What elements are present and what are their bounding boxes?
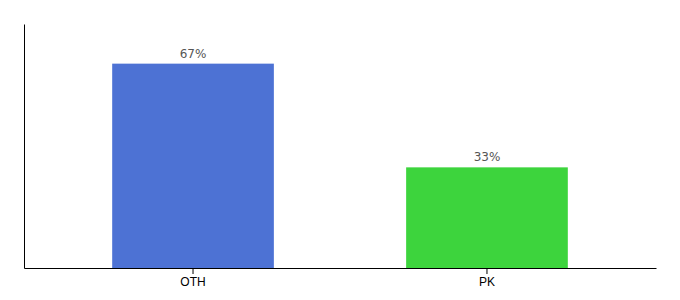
- bar: [406, 167, 568, 268]
- data-label: 33%: [474, 150, 501, 164]
- y-axis: [24, 25, 25, 269]
- x-tick-mark: [486, 268, 487, 274]
- x-tick: OTH: [180, 268, 205, 289]
- bar: [112, 64, 274, 268]
- chart-container: OTH PK 67% 33%: [0, 0, 680, 300]
- x-axis-line: [25, 268, 657, 269]
- x-tick: PK: [479, 268, 495, 289]
- y-axis-line: [24, 25, 25, 269]
- bars: [112, 64, 568, 268]
- x-tick-mark: [193, 268, 194, 274]
- data-labels: 67% 33%: [180, 47, 501, 165]
- x-tick-label: PK: [479, 275, 495, 289]
- x-axis: OTH PK: [25, 268, 657, 289]
- x-tick-label: OTH: [180, 275, 205, 289]
- plot: OTH PK 67% 33%: [25, 25, 657, 289]
- chart-svg: OTH PK 67% 33%: [0, 0, 680, 300]
- data-label: 67%: [180, 47, 207, 61]
